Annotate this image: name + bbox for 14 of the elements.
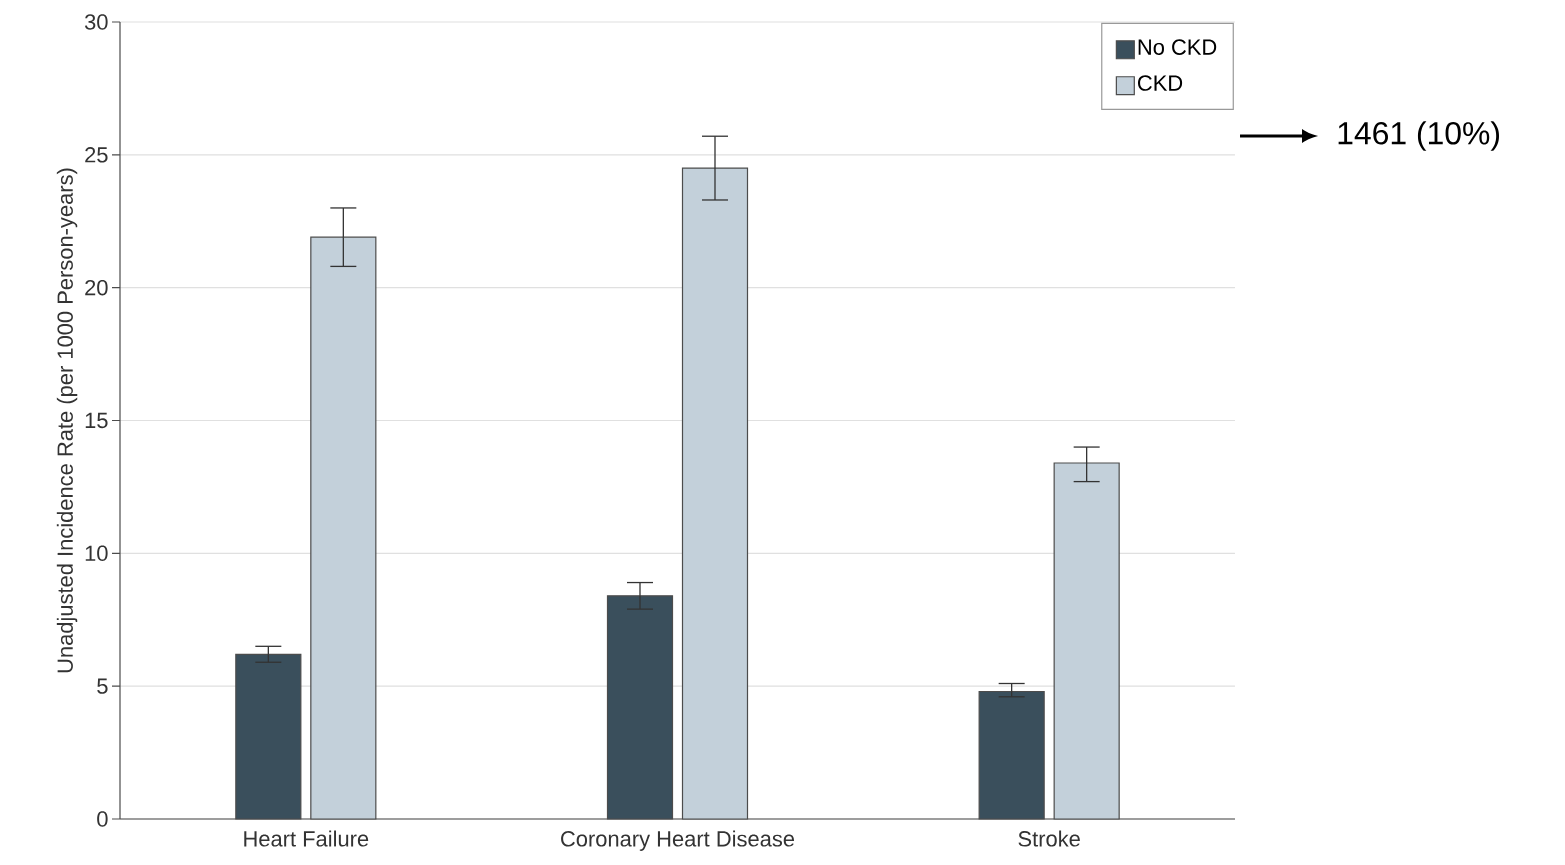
y-tick-label: 25 [85,147,108,163]
y-tick-label: 10 [85,545,108,562]
legend-label: No CKD [1138,39,1217,55]
x-tick-label: Heart Failure [244,830,369,847]
y-tick-label: 0 [97,811,108,827]
y-tick-label: 30 [84,14,108,30]
legend-label: CKD [1138,75,1183,91]
x-tick-label: Coronary Heart Disease [561,830,795,851]
y-tick-label: 15 [85,412,108,429]
text: 1461 (10%) [1338,121,1499,151]
y-tick-label: 5 [97,678,108,694]
y-tick-label: 20 [85,279,108,296]
x-tick-label: Stroke [1018,830,1080,847]
y-axis-title: Unadjusted Incidence Rate (per 1000 Person-years) [56,168,78,673]
